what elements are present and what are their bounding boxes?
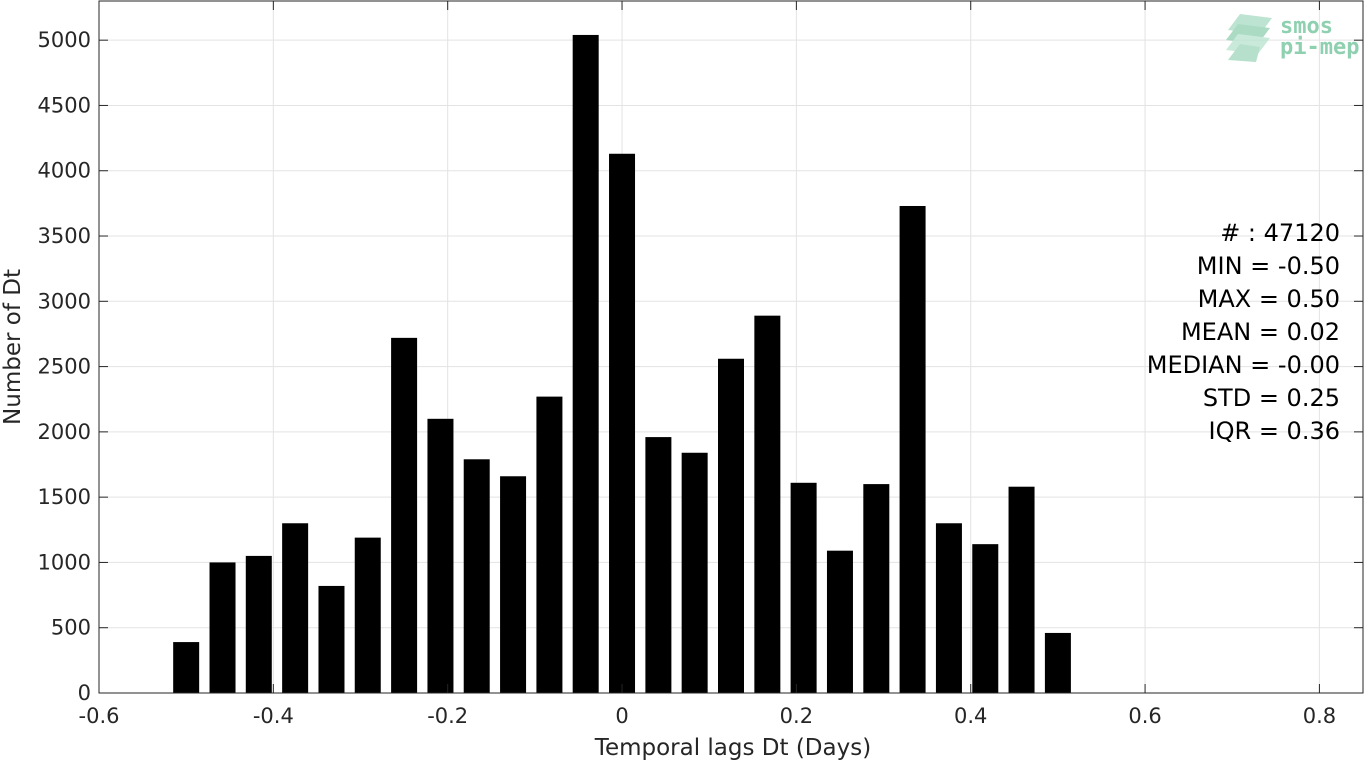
- histogram-bar: [1044, 632, 1071, 693]
- histogram-bar: [173, 642, 200, 693]
- plot-frame: [98, 0, 1364, 694]
- histogram-bar: [935, 523, 962, 693]
- stat-line: MIN = -0.50: [1197, 252, 1340, 280]
- y-tick-label: 1500: [38, 485, 91, 509]
- stat-line: MAX = 0.50: [1198, 285, 1340, 313]
- stat-line: IQR = 0.36: [1209, 417, 1340, 445]
- histogram-bar: [427, 418, 454, 693]
- bar-series: [173, 34, 1071, 694]
- y-tick-label: 2000: [38, 420, 91, 444]
- statistics-annotation: # : 47120 MIN = -0.50 MAX = 0.50 MEAN = 0.0…: [1147, 219, 1340, 445]
- smos-pimep-logo: smos pi-mep: [1226, 14, 1359, 62]
- histogram-bar: [826, 550, 853, 693]
- x-tick-label: 0: [615, 704, 628, 728]
- histogram-bar: [718, 358, 744, 693]
- histogram-bar: [609, 153, 636, 693]
- histogram-bar: [572, 34, 599, 694]
- x-tick-label: 0.6: [1128, 704, 1161, 728]
- histogram-bar: [391, 337, 418, 693]
- histogram-bar: [318, 585, 345, 693]
- x-tick-label: 0.8: [1303, 704, 1336, 728]
- logo-text-line1: smos: [1280, 14, 1333, 39]
- histogram-bar: [754, 315, 781, 693]
- histogram-bar: [354, 537, 381, 693]
- x-tick-label: 0.2: [780, 704, 813, 728]
- histogram-bar: [863, 484, 890, 693]
- x-axis-label: Temporal lags Dt (Days): [594, 735, 871, 761]
- logo-text-line2: pi-mep: [1280, 35, 1359, 60]
- y-tick-label: 1000: [38, 550, 91, 574]
- logo-mark-icon: [1226, 14, 1272, 62]
- histogram-bar: [790, 482, 817, 693]
- x-tick-label: 0.4: [954, 704, 987, 728]
- y-axis-label: Number of Dt: [0, 269, 26, 425]
- histogram-bar: [209, 562, 236, 693]
- axis-ticks: -0.6 -0.4 -0.2 0 0.2 0.4 0.6 0.8 0 500 1000 1500 200…: [38, 1, 1363, 728]
- histogram-bar: [536, 396, 563, 693]
- x-tick-label: -0.6: [79, 704, 120, 728]
- y-tick-label: 2500: [38, 355, 91, 379]
- histogram-bar: [972, 544, 999, 693]
- histogram-bar: [899, 205, 926, 693]
- stat-line: MEAN = 0.02: [1181, 318, 1340, 346]
- y-tick-label: 500: [51, 616, 91, 640]
- histogram-bar: [282, 523, 309, 693]
- y-tick-label: 4000: [38, 159, 91, 183]
- y-tick-label: 5000: [38, 28, 91, 52]
- histogram-bar: [645, 437, 672, 693]
- histogram-bar: [500, 476, 527, 693]
- y-tick-label: 4500: [38, 93, 91, 117]
- x-tick-label: -0.4: [253, 704, 294, 728]
- histogram-bar: [463, 459, 490, 693]
- stat-line: # : 47120: [1220, 219, 1340, 247]
- stat-line: MEDIAN = -0.00: [1147, 351, 1340, 379]
- histogram-bar: [1008, 486, 1035, 693]
- x-tick-label: -0.2: [427, 704, 468, 728]
- stat-line: STD = 0.25: [1203, 384, 1340, 412]
- histogram-bar: [245, 555, 272, 693]
- histogram-bar: [681, 452, 708, 693]
- y-tick-label: 3500: [38, 224, 91, 248]
- y-tick-label: 3000: [38, 289, 91, 313]
- y-tick-label: 0: [78, 681, 91, 705]
